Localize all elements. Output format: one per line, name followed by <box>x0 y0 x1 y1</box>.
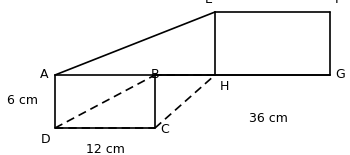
Text: G: G <box>335 69 345 82</box>
Text: C: C <box>160 123 169 136</box>
Text: F: F <box>335 0 342 6</box>
Text: 12 cm: 12 cm <box>85 143 125 155</box>
Text: E: E <box>205 0 213 6</box>
Text: H: H <box>220 80 229 93</box>
Text: D: D <box>40 133 50 146</box>
Text: A: A <box>40 69 48 82</box>
Text: 6 cm: 6 cm <box>7 95 38 108</box>
Text: 36 cm: 36 cm <box>248 111 287 124</box>
Text: B: B <box>151 68 159 81</box>
